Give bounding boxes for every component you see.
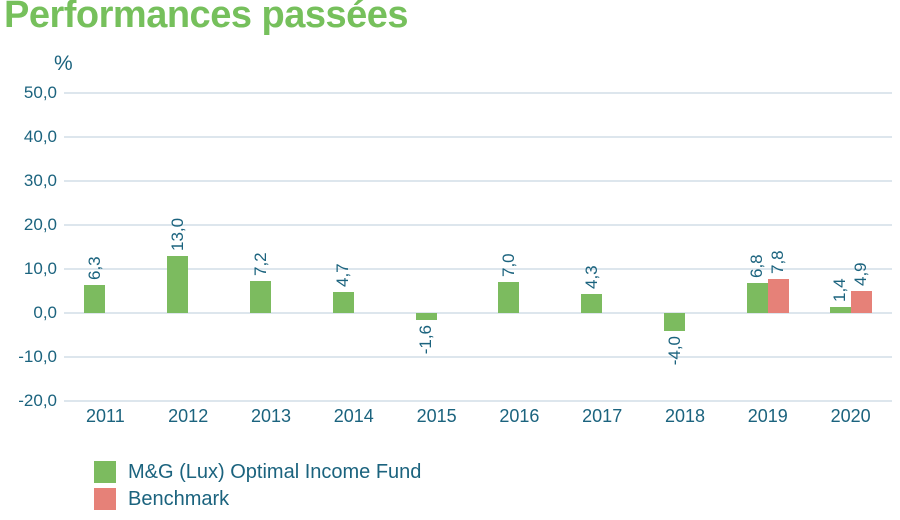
bar-value-label: 4,3 (581, 265, 601, 290)
bar-value-label: 6,3 (84, 256, 104, 281)
y-axis-tick-label: -20,0 (18, 391, 57, 410)
y-axis-tick-label: 40,0 (23, 127, 57, 146)
gridline (64, 136, 892, 138)
y-axis-tick-label: 10,0 (23, 259, 57, 278)
bar-fund-2015 (415, 313, 437, 321)
bar-value-label: 13,0 (167, 217, 187, 251)
bar-fund-2011 (84, 285, 106, 313)
legend: M&G (Lux) Optimal Income Fund Benchmark (94, 461, 421, 515)
bar-value-label: 7,8 (768, 250, 788, 274)
bar-benchmark-2019 (767, 278, 789, 313)
x-axis-tick-label: 2014 (333, 406, 374, 426)
legend-label-fund: M&G (Lux) Optimal Income Fund (128, 460, 422, 483)
bar-benchmark-2020 (850, 291, 872, 313)
legend-item-benchmark: Benchmark (94, 488, 421, 510)
chart-title: Performances passées (4, 0, 409, 36)
y-axis-tick-label: 0,0 (33, 303, 57, 322)
y-axis-tick-label: -10,0 (18, 347, 57, 366)
gridline (64, 400, 892, 402)
x-axis-tick-label: 2012 (168, 406, 209, 426)
legend-swatch-fund (94, 461, 116, 483)
legend-label-benchmark: Benchmark (128, 487, 230, 510)
bar-fund-2013 (250, 281, 271, 313)
legend-item-fund: M&G (Lux) Optimal Income Fund (94, 461, 421, 483)
bar-value-label: 7,2 (250, 252, 270, 277)
bar-value-label: -4,0 (664, 335, 684, 365)
gridline (64, 92, 892, 94)
x-axis-tick-label: 2013 (250, 406, 292, 426)
bar-fund-2016 (498, 282, 520, 313)
bar-value-label: 7,0 (498, 253, 518, 278)
legend-swatch-benchmark (94, 488, 116, 510)
x-axis-tick-label: 2015 (416, 406, 457, 426)
bar-value-label: 6,8 (747, 254, 767, 279)
gridline (64, 180, 892, 182)
bar-value-label: -1,6 (416, 325, 436, 355)
bar-value-label: 1,4 (830, 278, 850, 302)
bar-value-label: 4,7 (333, 263, 353, 288)
x-axis-tick-label: 2011 (86, 406, 125, 426)
bar-fund-2019 (746, 283, 768, 313)
bar-fund-2017 (581, 294, 603, 313)
bar-fund-2018 (664, 313, 685, 331)
y-axis-tick-label: 30,0 (23, 171, 57, 190)
x-axis-tick-label: 2020 (830, 406, 871, 426)
gridline (64, 268, 892, 270)
gridline (64, 356, 892, 358)
y-axis-tick-label: 20,0 (23, 215, 57, 234)
bar-value-label: 4,9 (851, 262, 871, 287)
bar-fund-2014 (332, 292, 354, 313)
gridline (64, 312, 892, 314)
gridline (64, 224, 892, 226)
y-axis-unit-label: % (54, 52, 73, 75)
bar-fund-2012 (167, 255, 189, 313)
x-axis-tick-label: 2019 (747, 406, 788, 426)
x-axis-tick-label: 2017 (582, 406, 623, 426)
x-axis-tick-label: 2018 (664, 406, 706, 426)
bar-fund-2020 (829, 306, 851, 313)
y-axis-tick-label: 50,0 (23, 83, 57, 102)
x-axis-tick-label: 2016 (499, 406, 540, 426)
